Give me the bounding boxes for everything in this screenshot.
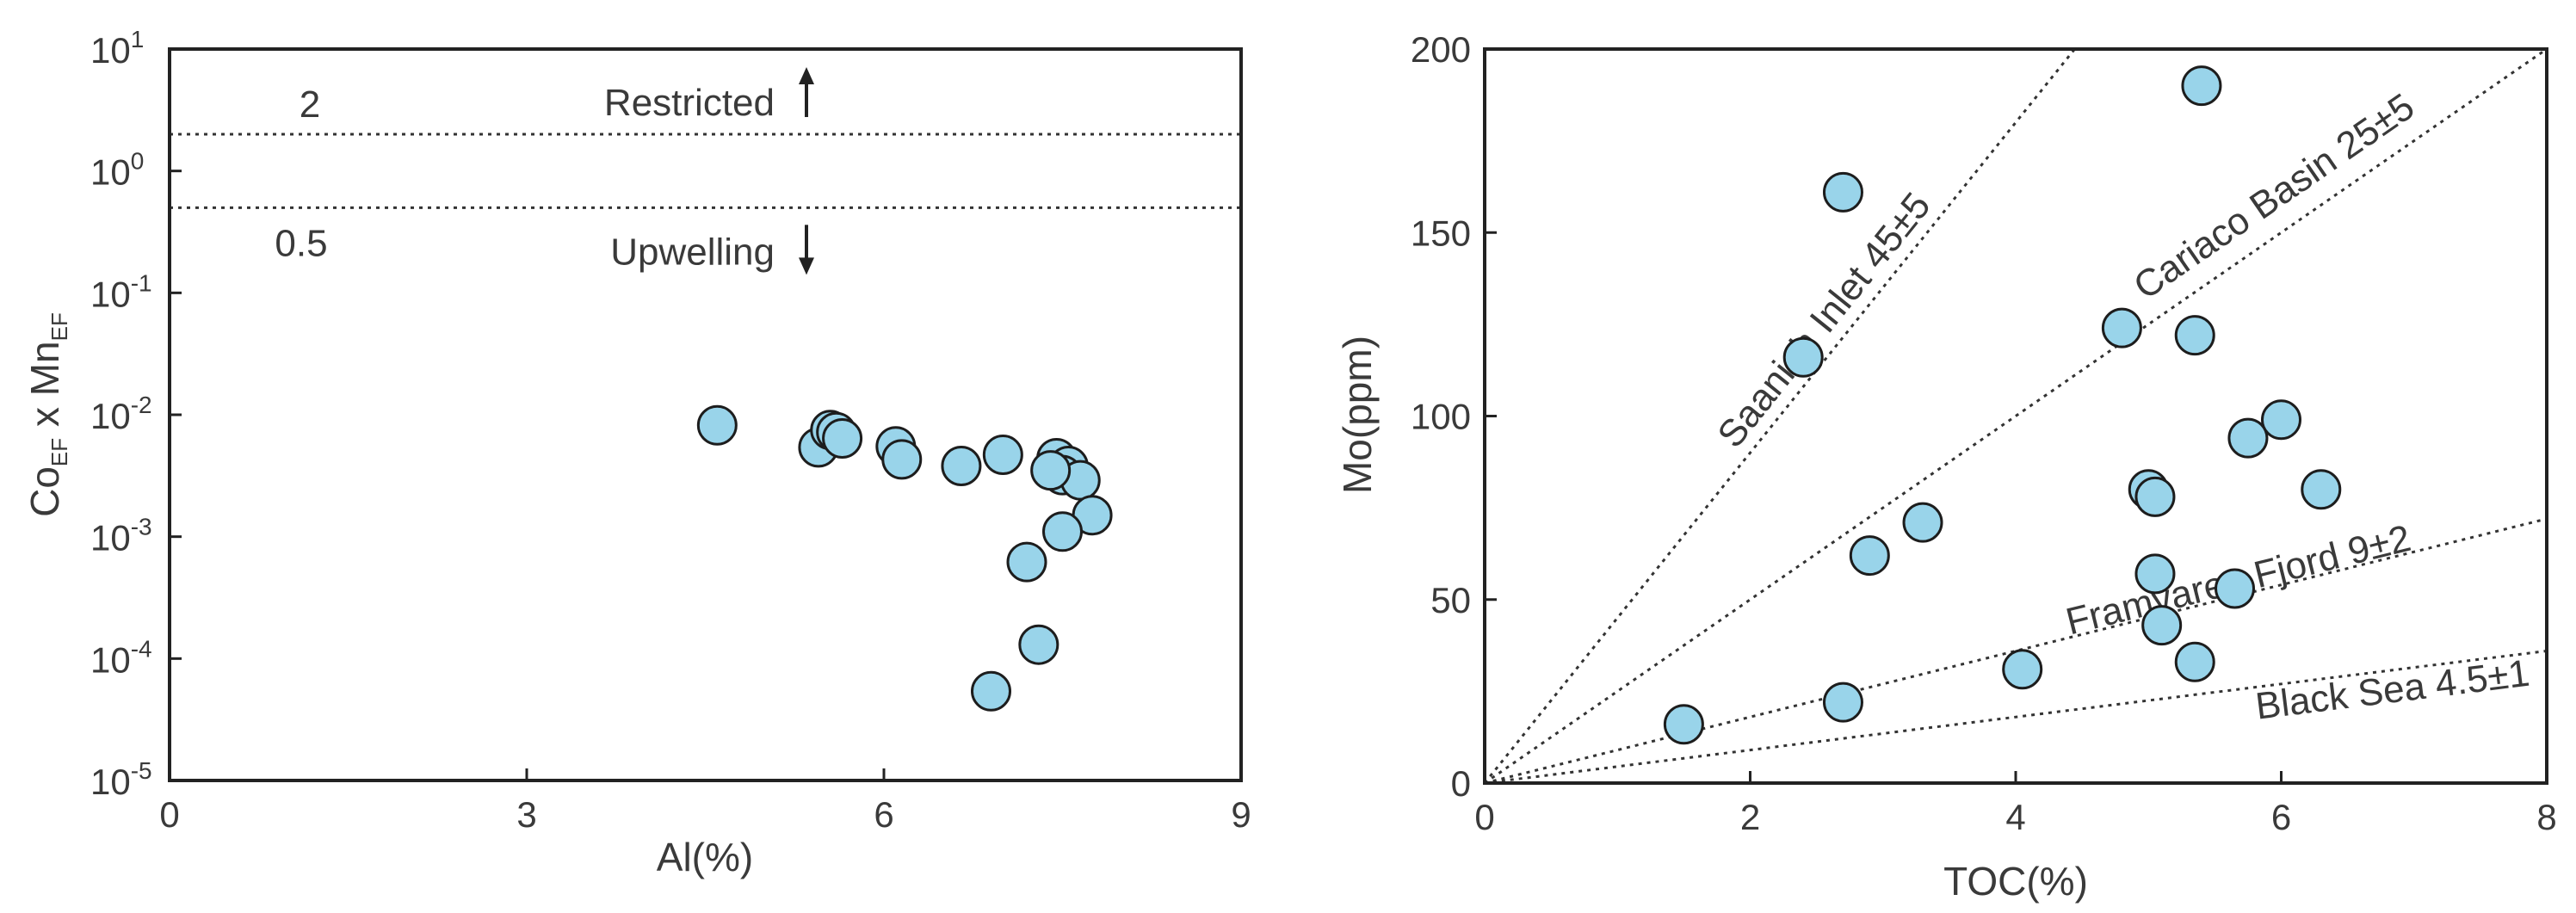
left-x-axis: 0 3 6 9 <box>159 768 1251 835</box>
right-y-tick-label: 100 <box>1411 397 1471 437</box>
left-data-point <box>1042 511 1083 552</box>
left-data-point <box>971 670 1011 712</box>
right-x-tick-label: 6 <box>2271 797 2291 837</box>
left-data-point <box>881 439 923 480</box>
right-data-point <box>1663 704 1704 745</box>
left-ref-value-label: 2 <box>300 83 320 126</box>
right-data-point <box>1849 535 1890 577</box>
right-y-axis: 0 50 100 150 200 <box>1411 29 1497 804</box>
right-data-point <box>2174 641 2215 682</box>
right-data-point <box>2141 605 2183 646</box>
left-y-axis: 101 100 10-1 10-2 10-3 10-4 10-5 <box>90 26 182 802</box>
left-ref-value-label: 0.5 <box>275 222 327 264</box>
right-data-point <box>2134 553 2176 595</box>
right-y-axis-title: Mo(ppm) <box>1335 336 1380 494</box>
left-y-tick-label: 10-5 <box>90 757 152 802</box>
arrow-down-head-icon <box>799 257 814 275</box>
right-data-point <box>2301 469 2342 510</box>
arrow-up-head-icon <box>799 67 814 85</box>
right-x-tick-label: 0 <box>1474 797 1494 837</box>
right-data-point <box>2227 417 2269 459</box>
right-y-tick-label: 150 <box>1411 213 1471 253</box>
left-y-tick-label: 10-3 <box>90 514 152 558</box>
right-reference-line <box>1484 649 2548 785</box>
left-data-point <box>941 446 982 487</box>
right-reference-line <box>1484 47 2548 785</box>
left-x-axis-title: Al(%) <box>657 835 753 879</box>
left-y-tick-label: 10-4 <box>90 635 152 680</box>
right-reference-label: Saanich Inlet 45±5 <box>1709 185 1938 456</box>
right-y-tick-label: 50 <box>1430 580 1471 620</box>
left-points <box>696 404 1113 712</box>
right-y-tick-label: 0 <box>1451 763 1471 804</box>
left-data-point <box>822 417 863 459</box>
right-reference-label: Cariaco Basin 25±5 <box>2126 85 2422 307</box>
right-x-tick-label: 8 <box>2536 797 2556 837</box>
right-data-point <box>2261 399 2301 441</box>
right-x-tick-label: 4 <box>2005 797 2025 837</box>
left-zone-label: Upwelling <box>610 231 775 273</box>
left-zone-label: Restricted <box>604 82 775 124</box>
right-data-point <box>1782 336 1824 378</box>
left-x-tick-label: 9 <box>1231 794 1251 835</box>
right-data-point <box>2101 307 2142 349</box>
left-x-tick-label: 3 <box>516 794 536 835</box>
right-chart: Saanich Inlet 45±5 Cariaco Basin 25±5Fram… <box>1335 29 2557 904</box>
right-data-point <box>1822 682 1863 723</box>
right-reference-line <box>1483 48 2076 784</box>
right-data-point <box>2174 315 2215 356</box>
left-y-tick-label: 100 <box>90 148 144 193</box>
right-data-point <box>2002 649 2043 690</box>
left-y-tick-label: 10-2 <box>90 392 152 436</box>
right-x-axis-title: TOC(%) <box>1943 859 2088 904</box>
right-y-tick-label: 200 <box>1411 29 1471 70</box>
left-x-tick-label: 6 <box>874 794 893 835</box>
right-reference-line <box>1484 517 2548 785</box>
right-data-point <box>2215 568 2256 609</box>
right-x-axis: 0 2 4 6 8 <box>1474 771 2557 837</box>
left-x-tick-label: 0 <box>159 794 179 835</box>
left-y-tick-label: 10-1 <box>90 269 152 314</box>
right-data-point <box>2134 476 2176 517</box>
right-points <box>1663 65 2342 745</box>
left-data-point <box>1018 624 1059 665</box>
left-y-axis-title: CoEF x MnEF <box>22 312 72 517</box>
right-data-point <box>1822 171 1863 213</box>
left-data-point <box>982 434 1023 475</box>
right-data-point <box>1902 502 1943 543</box>
left-reference-lines: 2 Restricted 0.5 Upwelling <box>170 67 1241 275</box>
left-y-tick-label: 101 <box>90 26 144 71</box>
left-data-point <box>1030 450 1072 491</box>
right-reference-label: Black Sea 4.5±1 <box>2253 652 2532 728</box>
left-data-point <box>696 404 738 446</box>
right-x-tick-label: 2 <box>1740 797 1760 837</box>
right-data-point <box>2181 65 2222 107</box>
left-data-point <box>1006 541 1047 583</box>
